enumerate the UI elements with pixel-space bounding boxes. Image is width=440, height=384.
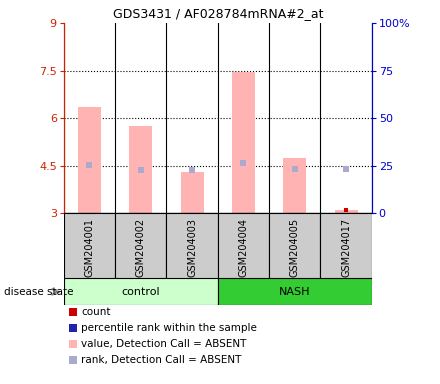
- Text: GSM204001: GSM204001: [84, 218, 95, 277]
- Bar: [78, 107, 101, 213]
- Text: disease state: disease state: [4, 287, 74, 297]
- Bar: [129, 126, 152, 213]
- Text: GSM204005: GSM204005: [290, 218, 300, 278]
- Text: percentile rank within the sample: percentile rank within the sample: [81, 323, 257, 333]
- Title: GDS3431 / AF028784mRNA#2_at: GDS3431 / AF028784mRNA#2_at: [113, 7, 323, 20]
- Bar: [64, 278, 218, 305]
- Text: control: control: [121, 287, 160, 297]
- Text: value, Detection Call = ABSENT: value, Detection Call = ABSENT: [81, 339, 247, 349]
- Bar: [320, 213, 372, 278]
- Bar: [166, 213, 218, 278]
- Text: GSM204003: GSM204003: [187, 218, 197, 277]
- Bar: [69, 356, 77, 364]
- Bar: [69, 340, 77, 348]
- Bar: [180, 172, 204, 213]
- Bar: [64, 213, 115, 278]
- Bar: [283, 158, 306, 213]
- Bar: [69, 324, 77, 332]
- Text: NASH: NASH: [279, 287, 311, 297]
- Text: GSM204002: GSM204002: [136, 218, 146, 278]
- Bar: [218, 213, 269, 278]
- Bar: [115, 213, 166, 278]
- Text: GSM204004: GSM204004: [238, 218, 249, 277]
- Bar: [232, 72, 255, 213]
- Text: count: count: [81, 307, 111, 317]
- Bar: [334, 210, 358, 213]
- Text: GSM204017: GSM204017: [341, 218, 351, 278]
- Text: rank, Detection Call = ABSENT: rank, Detection Call = ABSENT: [81, 355, 242, 365]
- Bar: [269, 213, 320, 278]
- Bar: [218, 278, 372, 305]
- Bar: [69, 308, 77, 316]
